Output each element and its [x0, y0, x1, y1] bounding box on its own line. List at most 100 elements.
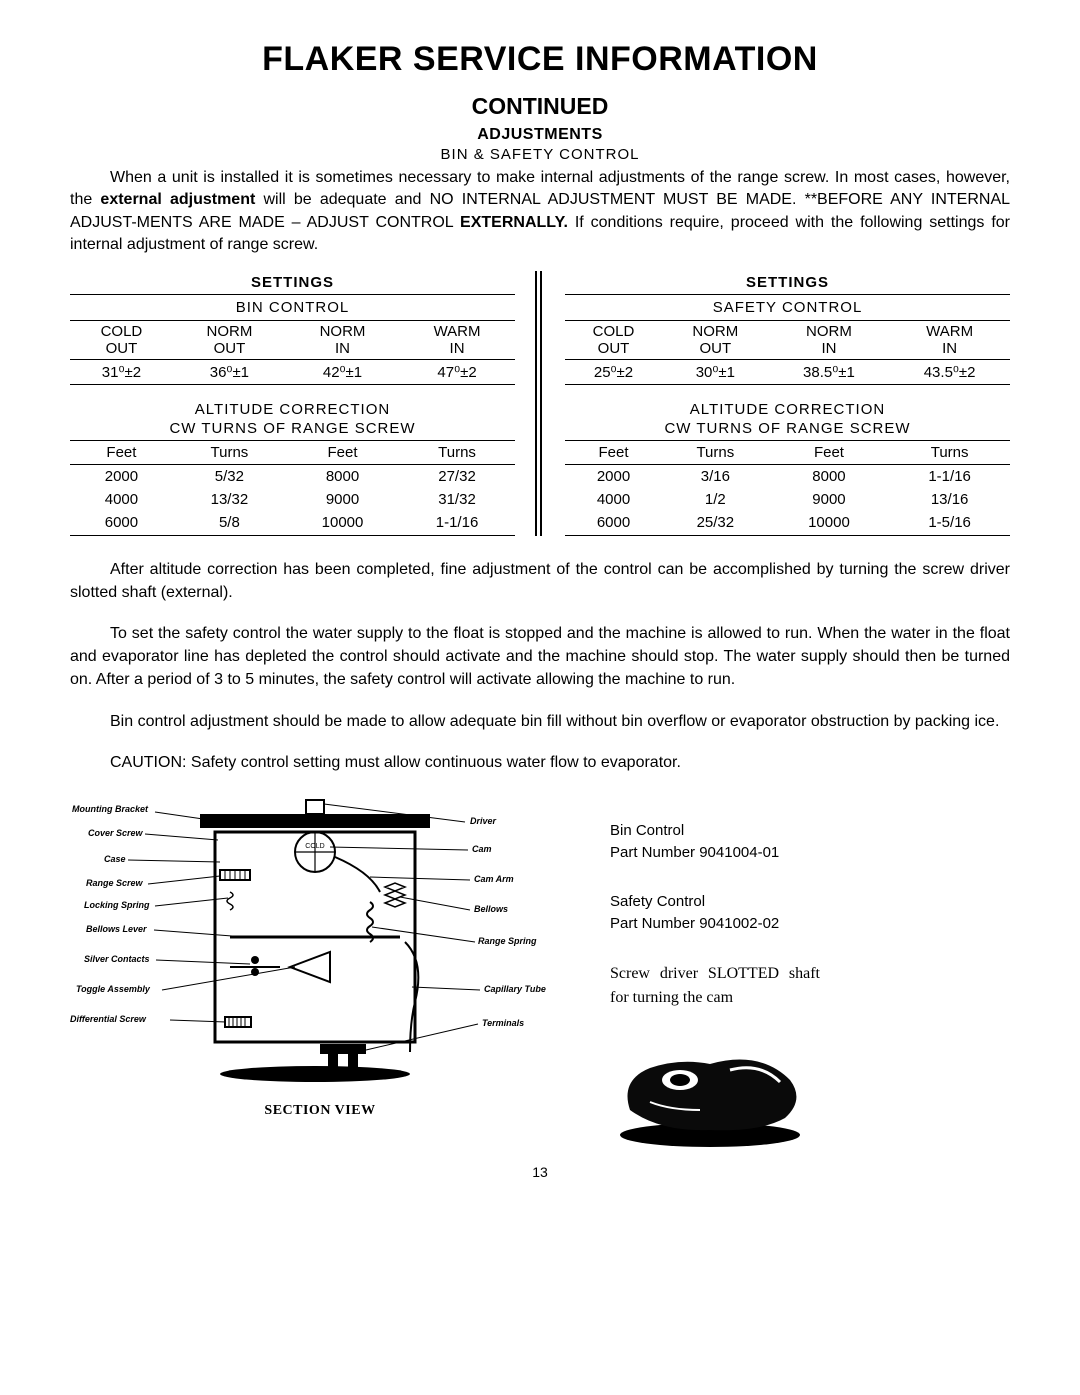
label-range-spring: Range Spring	[478, 936, 537, 946]
bin-alt-t2-2: 1-1/16	[399, 511, 515, 536]
page-number: 13	[70, 1164, 1010, 1180]
bin-warm-in: 47⁰±2	[399, 359, 515, 384]
tables-divider	[535, 271, 545, 536]
safety-alt-f1-0: 2000	[565, 464, 662, 488]
colhead-norm-in-s: NORMIN	[769, 320, 890, 359]
info-column: Bin Control Part Number 9041004-01 Safet…	[610, 792, 1010, 1150]
para2-text: To set the safety control the water supp…	[70, 625, 1010, 688]
colhead-cold-out-s: COLDOUT	[565, 320, 662, 359]
label-silver-contacts: Silver Contacts	[84, 954, 150, 964]
bin-cw-turns: CW TURNS OF RANGE SCREW	[70, 420, 515, 441]
label-bellows-lever: Bellows Lever	[86, 924, 147, 934]
continued-heading: CONTINUED	[70, 93, 1010, 120]
safety-control-part: Part Number 9041002-02	[610, 913, 1010, 936]
safety-cw-turns: CW TURNS OF RANGE SCREW	[565, 420, 1010, 441]
bin-control-part: Part Number 9041004-01	[610, 842, 1010, 865]
bin-alt-correction: ALTITUDE CORRECTION	[70, 384, 515, 420]
safety-turns-2: Turns	[889, 440, 1010, 464]
bin-norm-in: 42⁰±1	[286, 359, 399, 384]
safety-cold-out: 25⁰±2	[565, 359, 662, 384]
label-mounting-bracket: Mounting Bracket	[72, 804, 149, 814]
safety-control-info: Safety Control Part Number 9041002-02	[610, 891, 1010, 936]
label-terminals: Terminals	[482, 1018, 524, 1028]
caution-paragraph: CAUTION: Safety control setting must all…	[70, 751, 1010, 774]
svg-text:COLD: COLD	[305, 843, 324, 850]
paragraph-2: To set the safety control the water supp…	[70, 622, 1010, 692]
safety-alt-t1-2: 25/32	[662, 511, 769, 536]
label-differential-screw: Differential Screw	[70, 1014, 147, 1024]
safety-alt-t1-1: 1/2	[662, 488, 769, 511]
colhead-norm-in: NORMIN	[286, 320, 399, 359]
safety-alt-correction: ALTITUDE CORRECTION	[565, 384, 1010, 420]
safety-alt-f2-1: 9000	[769, 488, 890, 511]
label-cam: Cam	[472, 844, 492, 854]
para3-text: Bin control adjustment should be made to…	[110, 713, 999, 730]
colhead-norm-out-s: NORMOUT	[662, 320, 769, 359]
label-toggle-assembly: Toggle Assembly	[76, 984, 151, 994]
page-title: FLAKER SERVICE INFORMATION	[70, 40, 1010, 79]
safety-alt-f2-0: 8000	[769, 464, 890, 488]
bin-alt-t2-1: 31/32	[399, 488, 515, 511]
bin-alt-f2-2: 10000	[286, 511, 399, 536]
safety-alt-t2-2: 1-5/16	[889, 511, 1010, 536]
paragraph-3: Bin control adjustment should be made to…	[70, 710, 1010, 733]
diagram-column: COLD	[70, 792, 570, 1150]
settings-header-safety: SETTINGS	[565, 271, 1010, 295]
intro-paragraph: When a unit is installed it is sometimes…	[70, 167, 1010, 257]
safety-alt-f1-1: 4000	[565, 488, 662, 511]
bin-control-info: Bin Control Part Number 9041004-01	[610, 820, 1010, 865]
colhead-warm-in: WARMIN	[399, 320, 515, 359]
paragraph-1: After altitude correction has been compl…	[70, 558, 1010, 604]
safety-alt-f2-2: 10000	[769, 511, 890, 536]
safety-feet-1: Feet	[565, 440, 662, 464]
safety-control-table: SETTINGS SAFETY CONTROL COLDOUT NORMOUT …	[565, 271, 1010, 536]
part-illustration	[610, 1040, 810, 1150]
bin-feet-2: Feet	[286, 440, 399, 464]
colhead-norm-out: NORMOUT	[173, 320, 286, 359]
safety-alt-t2-1: 13/16	[889, 488, 1010, 511]
bin-alt-t1-2: 5/8	[173, 511, 286, 536]
label-capillary-tube: Capillary Tube	[484, 984, 546, 994]
safety-alt-t2-0: 1-1/16	[889, 464, 1010, 488]
bin-alt-f2-1: 9000	[286, 488, 399, 511]
section-view-caption: SECTION VIEW	[70, 1103, 570, 1119]
caution-text: CAUTION: Safety control setting must all…	[110, 754, 681, 771]
adjustments-heading: ADJUSTMENTS	[70, 126, 1010, 144]
bin-alt-f1-0: 2000	[70, 464, 173, 488]
bin-turns-1: Turns	[173, 440, 286, 464]
bin-control-column: SETTINGS BIN CONTROL COLDOUT NORMOUT NOR…	[70, 271, 515, 536]
safety-control-name: Safety Control	[610, 891, 1010, 914]
bin-alt-f2-0: 8000	[286, 464, 399, 488]
para1-text: After altitude correction has been compl…	[70, 561, 1010, 601]
settings-tables-row: SETTINGS BIN CONTROL COLDOUT NORMOUT NOR…	[70, 271, 1010, 536]
bin-control-header: BIN CONTROL	[70, 294, 515, 320]
section-view-diagram: COLD	[70, 792, 570, 1092]
intro-text: When a unit is installed it is sometimes…	[70, 169, 1010, 253]
bin-feet-1: Feet	[70, 440, 173, 464]
colhead-cold-out: COLDOUT	[70, 320, 173, 359]
bin-alt-t1-0: 5/32	[173, 464, 286, 488]
label-case: Case	[104, 854, 126, 864]
screw-driver-note: Screw driver SLOTTED shaft for turning t…	[610, 962, 820, 1010]
bin-safety-subheading: BIN & SAFETY CONTROL	[70, 146, 1010, 163]
bin-alt-f1-1: 4000	[70, 488, 173, 511]
label-range-screw: Range Screw	[86, 878, 144, 888]
safety-control-header: SAFETY CONTROL	[565, 294, 1010, 320]
safety-control-column: SETTINGS SAFETY CONTROL COLDOUT NORMOUT …	[565, 271, 1010, 536]
label-cam-arm: Cam Arm	[474, 874, 514, 884]
colhead-warm-in-s: WARMIN	[889, 320, 1010, 359]
lower-section: COLD	[70, 792, 1010, 1150]
label-cover-screw: Cover Screw	[88, 828, 144, 838]
safety-norm-in: 38.5⁰±1	[769, 359, 890, 384]
bin-alt-t1-1: 13/32	[173, 488, 286, 511]
settings-header-bin: SETTINGS	[70, 271, 515, 295]
bin-cold-out: 31⁰±2	[70, 359, 173, 384]
bin-control-name: Bin Control	[610, 820, 1010, 843]
bin-alt-t2-0: 27/32	[399, 464, 515, 488]
safety-feet-2: Feet	[769, 440, 890, 464]
label-bellows: Bellows	[474, 904, 508, 914]
safety-turns-1: Turns	[662, 440, 769, 464]
safety-alt-t1-0: 3/16	[662, 464, 769, 488]
bin-control-table: SETTINGS BIN CONTROL COLDOUT NORMOUT NOR…	[70, 271, 515, 536]
label-driver: Driver	[470, 816, 497, 826]
